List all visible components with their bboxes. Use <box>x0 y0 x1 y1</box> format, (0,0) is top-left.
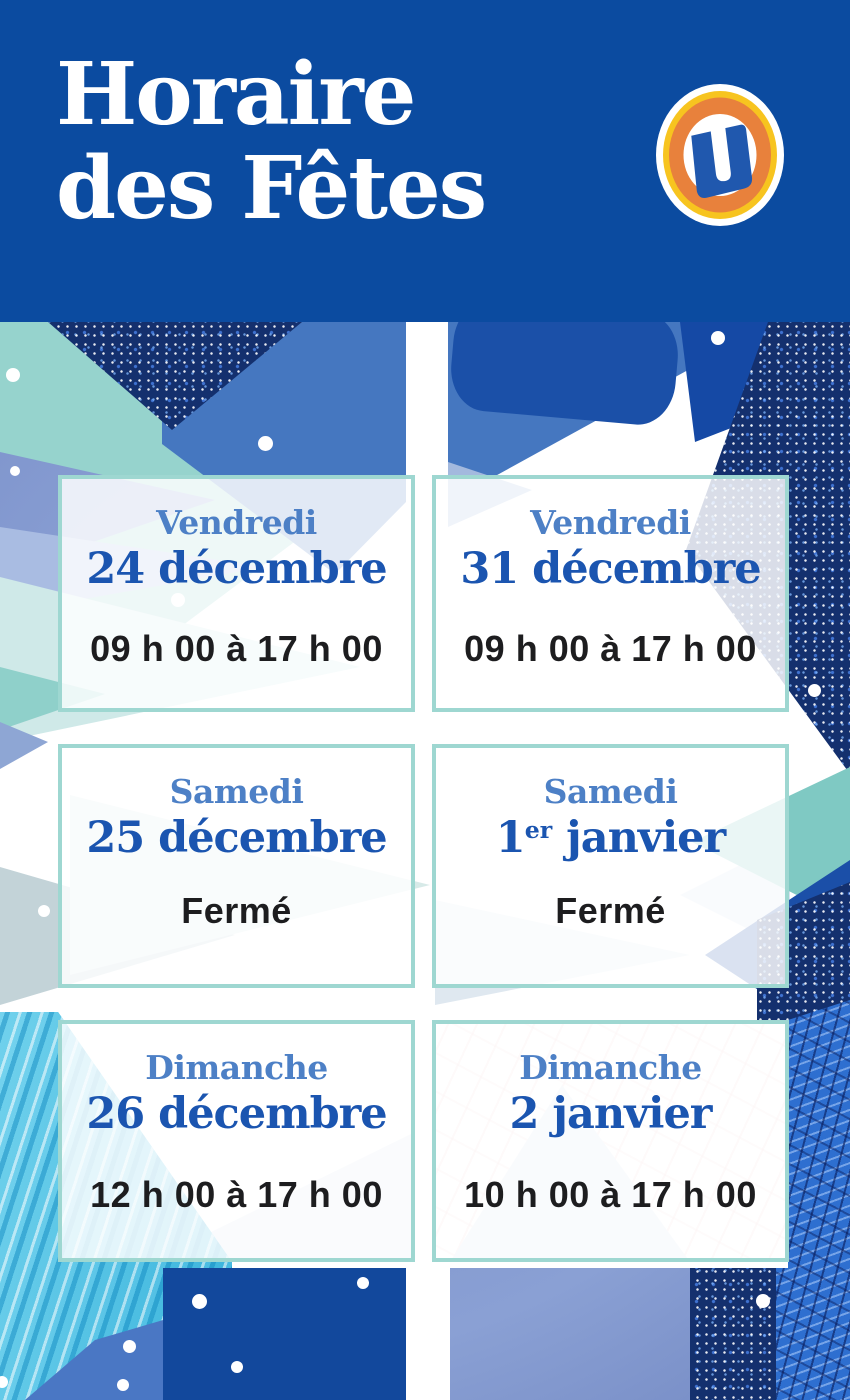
title-line-1: Horaire <box>56 44 416 145</box>
card-date: 2 janvier <box>436 1089 785 1139</box>
card-date-main: 31 décembre <box>460 544 761 594</box>
card-date: 31 décembre <box>436 544 785 594</box>
bg-dot <box>357 1277 369 1289</box>
bg-dot <box>0 1376 8 1388</box>
card-date: 24 décembre <box>62 544 411 594</box>
card-day-label: Dimanche <box>145 1048 328 1087</box>
hours-card-dec26: Dimanche 26 décembre 12 h 00 à 17 h 00 <box>58 1020 415 1262</box>
card-date: 26 décembre <box>62 1089 411 1139</box>
bg-periwinkle-bottom <box>450 1268 690 1400</box>
bg-dot <box>10 466 20 476</box>
bg-royal-bottom <box>163 1268 406 1400</box>
bg-dot <box>756 1294 770 1308</box>
hours-card-jan1: Samedi 1er janvier Fermé <box>432 744 789 988</box>
card-hours: 09 h 00 à 17 h 00 <box>90 628 383 669</box>
bg-rock-right <box>788 1000 850 1268</box>
bg-dot <box>38 905 50 917</box>
bg-dot <box>117 1379 129 1391</box>
bg-dot <box>123 1340 136 1353</box>
bg-dot <box>808 684 821 697</box>
card-day-label: Vendredi <box>156 503 317 542</box>
card-hours: Fermé <box>555 890 666 931</box>
card-hours: 12 h 00 à 17 h 00 <box>90 1174 383 1215</box>
card-date: 25 décembre <box>62 813 411 863</box>
card-hours: 10 h 00 à 17 h 00 <box>464 1174 757 1215</box>
hours-card-jan2: Dimanche 2 janvier 10 h 00 à 17 h 00 <box>432 1020 789 1262</box>
card-date-sup: er <box>524 816 553 844</box>
card-day-label: Samedi <box>169 772 304 811</box>
card-date: 1er janvier <box>436 813 785 863</box>
card-date-main: 24 décembre <box>86 544 387 594</box>
hours-card-dec25: Samedi 25 décembre Fermé <box>58 744 415 988</box>
bg-glitter-bottom <box>690 1268 776 1400</box>
card-date-tail: janvier <box>552 813 726 863</box>
card-day-label: Samedi <box>543 772 678 811</box>
bg-dot <box>711 331 725 345</box>
card-day-label: Dimanche <box>519 1048 702 1087</box>
hours-card-dec31: Vendredi 31 décembre 09 h 00 à 17 h 00 <box>432 475 789 712</box>
bg-dot <box>192 1294 207 1309</box>
u-brand-logo <box>656 84 784 226</box>
logo-letter-u <box>691 124 753 198</box>
title-line-2: des Fêtes <box>56 137 487 239</box>
hours-card-dec24: Vendredi 24 décembre 09 h 00 à 17 h 00 <box>58 475 415 712</box>
bg-dot <box>231 1361 243 1373</box>
bg-crackle-bottom <box>776 1268 850 1400</box>
card-date-main: 25 décembre <box>86 813 387 863</box>
card-date-main: 2 janvier <box>509 1089 713 1139</box>
card-date-main: 1 <box>495 813 526 863</box>
bg-dot <box>258 436 273 451</box>
card-day-label: Vendredi <box>530 503 691 542</box>
bg-dot <box>6 368 20 382</box>
card-hours: 09 h 00 à 17 h 00 <box>464 628 757 669</box>
card-date-main: 26 décembre <box>86 1089 387 1139</box>
card-hours: Fermé <box>181 890 292 931</box>
poster-title: Horaire des Fêtes <box>56 44 487 239</box>
header-banner: Horaire des Fêtes <box>0 0 850 322</box>
